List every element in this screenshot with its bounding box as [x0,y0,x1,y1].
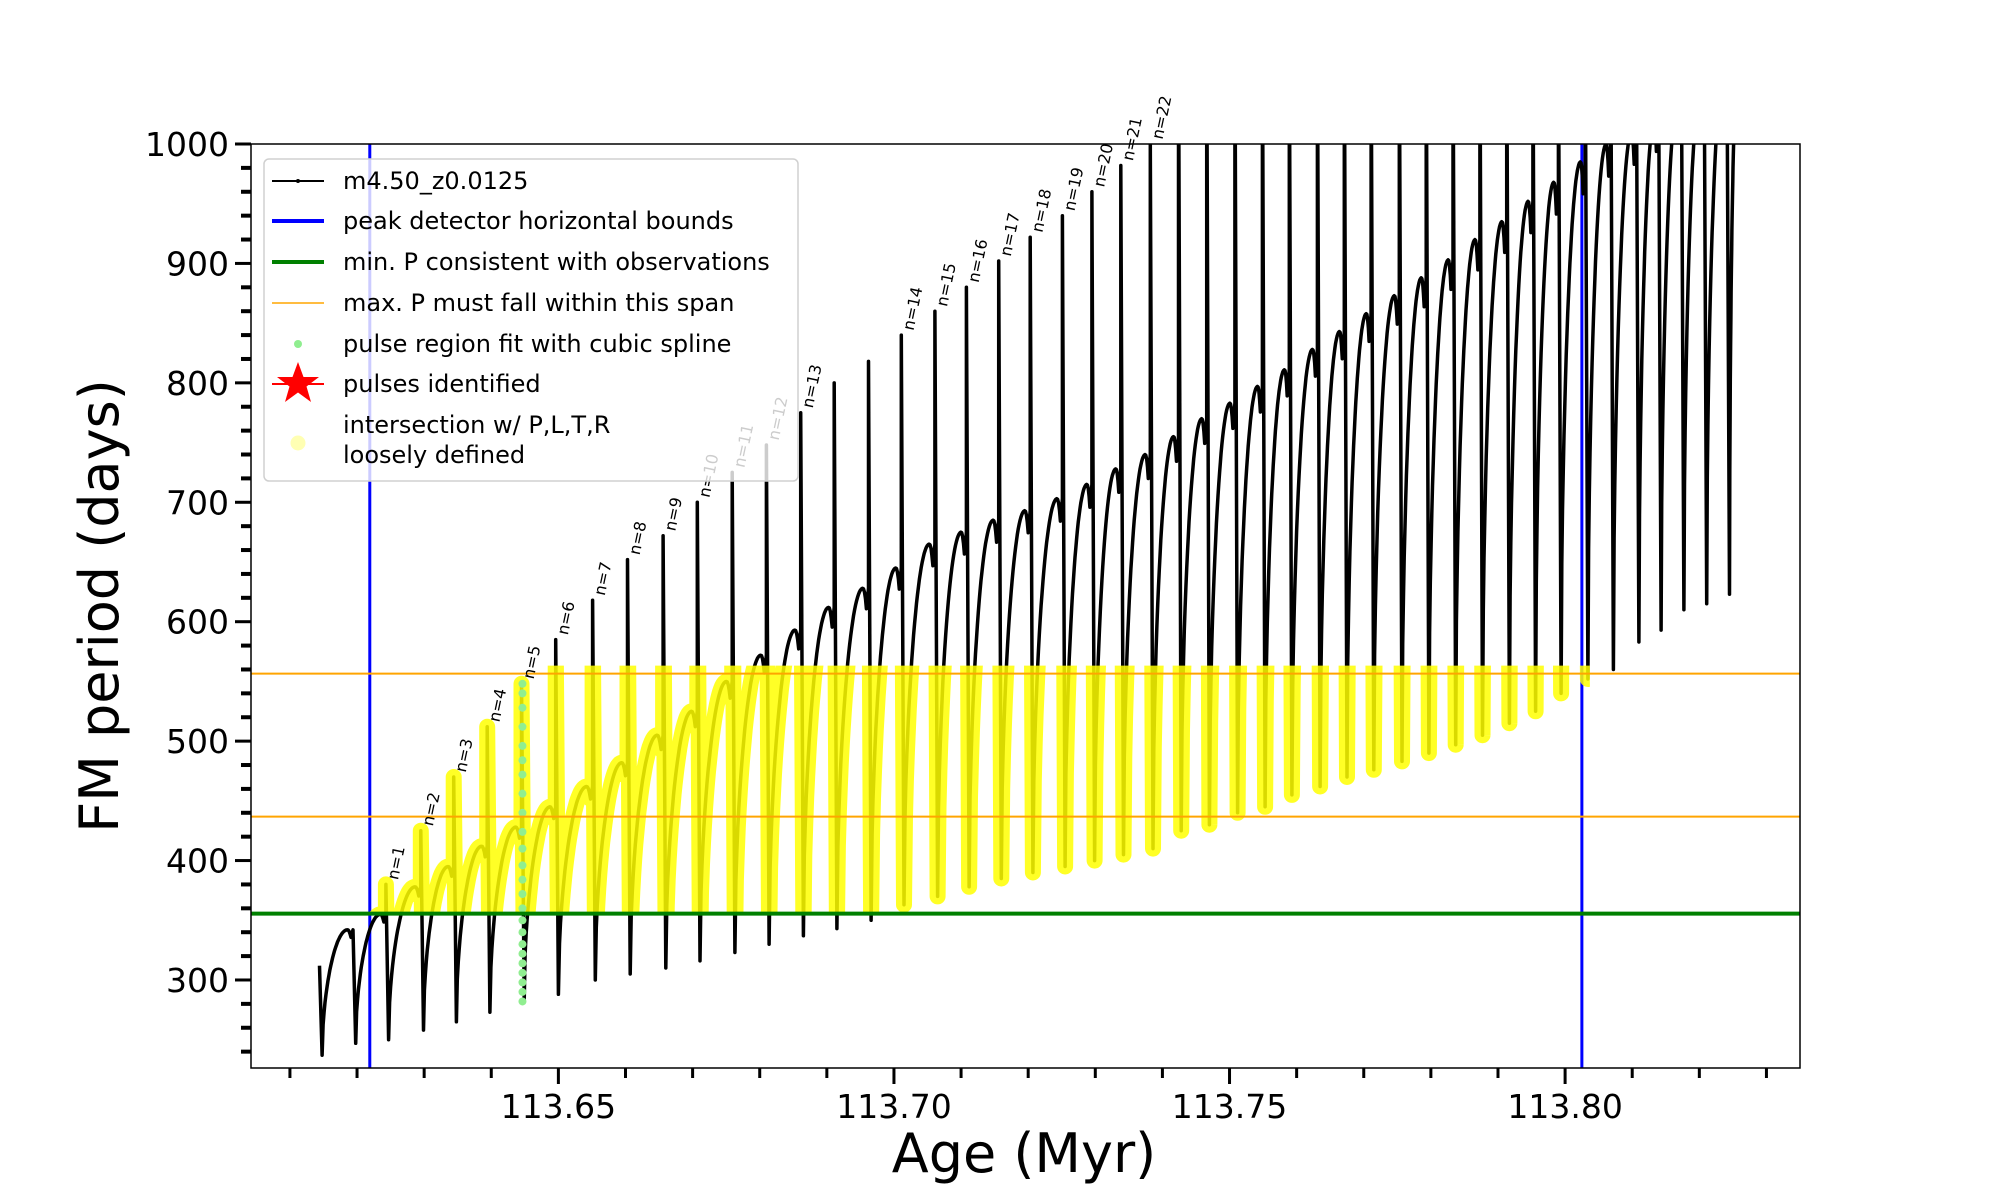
spline-fit-point [518,703,527,712]
legend-label: max. P must fall within this span [343,289,734,317]
x-tick-label: 113.75 [1172,1087,1287,1126]
axis-ticks: 300 400 500 600 700 800 900 1000 113.65 113.70 113… [145,125,1768,1126]
series-layer [251,144,1800,1068]
spline-fit-point [518,689,527,698]
spline-fit-point [518,789,527,798]
intersection-curve [369,665,1590,914]
spline-fit-point [518,987,527,996]
y-tick-label: 400 [166,842,229,881]
y-tick-label: 600 [166,603,229,642]
legend-label: pulses identified [343,370,541,398]
legend-label: intersection w/ P,L,T,R [343,411,610,439]
legend-label: min. P consistent with observations [343,248,770,276]
x-tick-label: 113.65 [501,1087,616,1126]
spline-fit-point [518,978,527,987]
legend-entry-spline: pulse region fit with cubic spline [294,330,731,358]
y-tick-label: 1000 [145,125,229,164]
y-tick-label: 500 [166,722,229,761]
y-tick-label: 300 [166,961,229,1000]
legend: m4.50_z0.0125 peak detector horizontal b… [263,158,799,482]
y-axis-label: FM period (days) [68,379,131,833]
spline-fit-point [518,861,527,870]
spline-fit-point [518,827,527,836]
legend-dot-icon [294,340,302,348]
spline-fit-point [518,875,527,884]
y-tick-label: 700 [166,483,229,522]
legend-label: loosely defined [343,441,525,469]
spline-fit-point [518,949,527,958]
legend-entry-max-p: max. P must fall within this span [272,289,734,317]
y-tick-label: 900 [166,244,229,283]
axes-frame [250,143,1801,1069]
spline-fit-point [518,889,527,898]
x-tick-label: 113.70 [836,1087,951,1126]
legend-entry-min-p: min. P consistent with observations [272,248,770,276]
y-tick-label: 800 [166,364,229,403]
spline-fit-point [518,904,527,913]
spline-fit-point [518,756,527,765]
intersection-highlight [369,665,1590,914]
legend-label: pulse region fit with cubic spline [343,330,731,358]
legend-entry-intersection: intersection w/ P,L,T,R loosely defined [290,411,610,469]
spline-fit-point [518,679,527,688]
legend-entry-series: m4.50_z0.0125 [272,167,528,195]
spline-fit-point [518,968,527,977]
spline-fit-point [518,928,527,937]
spline-fit-point [518,770,527,779]
spline-fit-point [518,741,527,750]
x-tick-label: 113.80 [1507,1087,1622,1126]
star-icon [277,362,319,402]
legend-dot-icon [290,435,306,451]
spline-fit-point [518,997,527,1006]
legend-label: peak detector horizontal bounds [343,207,734,235]
legend-dot-icon [296,179,300,183]
legend-entry-bounds: peak detector horizontal bounds [272,207,734,235]
legend-label: m4.50_z0.0125 [343,167,528,195]
spline-fit-point [518,722,527,731]
spline-fit-point [518,844,527,853]
x-axis-label: Age (Myr) [892,1122,1157,1185]
spline-fit-point [518,959,527,968]
legend-box [263,158,799,482]
legend-entry-pulses: pulses identified [272,362,541,402]
spline-fit-point [518,940,527,949]
spline-fit-point [518,808,527,817]
spline-fit-point [518,916,527,925]
